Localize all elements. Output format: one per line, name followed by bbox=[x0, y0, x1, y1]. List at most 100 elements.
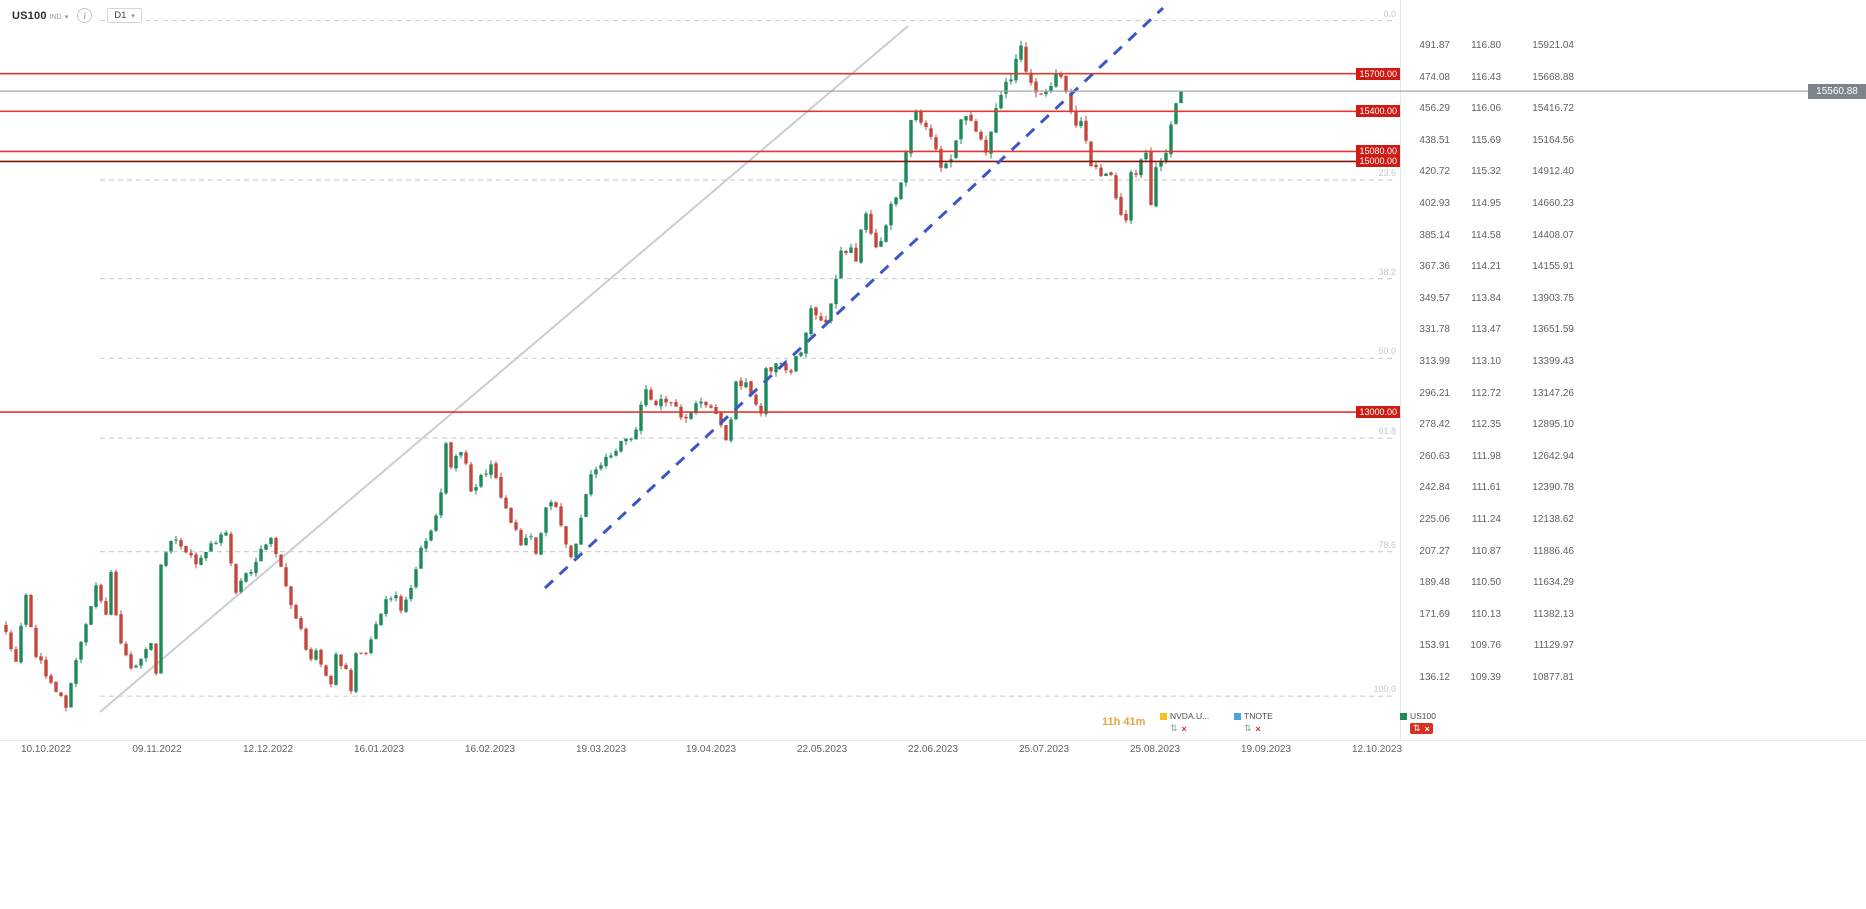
legend-item-header: NVDA.U... bbox=[1160, 711, 1209, 721]
fib-level-label: 23.6 bbox=[1378, 168, 1396, 178]
info-icon[interactable]: i bbox=[77, 8, 93, 23]
axis-value-us100: 11129.97 bbox=[1533, 640, 1574, 651]
price-axis-row: 331.78 113.47 13651.59 bbox=[1406, 324, 1574, 335]
axis-value-tnote: 110.50 bbox=[1471, 577, 1501, 588]
axis-value-us100: 12390.78 bbox=[1532, 482, 1574, 493]
axis-value-us100: 14660.23 bbox=[1532, 198, 1574, 209]
price-axis-row: 136.12 109.39 10877.81 bbox=[1406, 672, 1574, 683]
time-axis-label: 19.09.2023 bbox=[1240, 744, 1292, 755]
remove-instrument-icon[interactable]: × bbox=[1424, 723, 1430, 734]
price-axis-row: 367.36 114.21 14155.91 bbox=[1406, 261, 1574, 272]
price-level-tag[interactable]: 15700.00 bbox=[1356, 68, 1400, 80]
axis-value-tnote: 114.95 bbox=[1471, 198, 1501, 209]
price-level-tag[interactable]: 15080.00 bbox=[1356, 145, 1400, 157]
price-axis-row: 171.69 110.13 11382.13 bbox=[1406, 609, 1574, 620]
legend-item-header: US100 bbox=[1400, 711, 1436, 721]
axis-value-nvda-us: 438.51 bbox=[1419, 135, 1450, 146]
gray-trendline[interactable] bbox=[99, 25, 909, 713]
axis-value-nvda-us: 242.84 bbox=[1419, 482, 1450, 493]
axis-value-us100: 14408.07 bbox=[1532, 230, 1574, 241]
axis-value-nvda-us: 296.21 bbox=[1419, 388, 1450, 399]
axis-value-nvda-us: 420.72 bbox=[1419, 166, 1450, 177]
axis-value-us100: 12895.10 bbox=[1532, 419, 1574, 430]
legend-item-label: NVDA.U... bbox=[1170, 711, 1210, 721]
price-axis-row: 385.14 114.58 14408.07 bbox=[1406, 230, 1574, 241]
axis-value-us100: 15668.88 bbox=[1532, 72, 1574, 83]
axis-value-us100: 14912.40 bbox=[1532, 166, 1574, 177]
price-axis-row: 438.51 115.69 15164.56 bbox=[1406, 135, 1574, 146]
symbol-label: US100 bbox=[12, 9, 47, 22]
price-axis-row: 207.27 110.87 11886.46 bbox=[1406, 546, 1574, 557]
axis-value-nvda-us: 189.48 bbox=[1419, 577, 1450, 588]
us100-color-swatch bbox=[1400, 712, 1407, 720]
price-level-tag[interactable]: 13000.00 bbox=[1356, 406, 1400, 418]
time-axis-label: 12.10.2023 bbox=[1351, 744, 1403, 755]
time-axis-label: 25.08.2023 bbox=[1129, 744, 1181, 755]
time-axis-label: 19.03.2023 bbox=[575, 744, 627, 755]
price-axis-row: 153.91 109.76 11129.97 bbox=[1406, 640, 1574, 651]
legend-item-label: US100 bbox=[1410, 711, 1436, 721]
legend-item-tnote[interactable]: TNOTE ⇅ × bbox=[1234, 711, 1273, 734]
axis-value-us100: 14155.91 bbox=[1532, 261, 1574, 272]
axis-value-tnote: 109.39 bbox=[1470, 672, 1501, 683]
axis-value-nvda-us: 491.87 bbox=[1419, 40, 1450, 51]
instrument-type-label: IND bbox=[49, 13, 62, 21]
legend-item-us100[interactable]: US100 ⇅ × bbox=[1400, 711, 1436, 734]
chart-canvas[interactable] bbox=[0, 0, 1866, 742]
axis-value-nvda-us: 474.08 bbox=[1419, 72, 1450, 83]
scale-toggle-icon[interactable]: ⇅ bbox=[1244, 723, 1252, 733]
scale-toggle-icon[interactable]: ⇅ bbox=[1413, 723, 1421, 733]
axis-value-tnote: 110.87 bbox=[1471, 546, 1501, 557]
axis-value-us100: 12138.62 bbox=[1532, 514, 1574, 525]
axis-value-tnote: 113.47 bbox=[1471, 324, 1501, 335]
axis-value-us100: 15416.72 bbox=[1532, 103, 1574, 114]
axis-value-us100: 11886.46 bbox=[1533, 546, 1574, 557]
time-axis-label: 09.11.2022 bbox=[132, 744, 182, 755]
blue-dashed-trendline[interactable] bbox=[543, 6, 1165, 590]
axis-value-nvda-us: 171.69 bbox=[1419, 609, 1450, 620]
remove-instrument-icon[interactable]: × bbox=[1181, 723, 1187, 734]
price-level-tag[interactable]: 15400.00 bbox=[1356, 105, 1400, 117]
axis-value-tnote: 116.43 bbox=[1471, 72, 1501, 83]
scale-toggle-icon[interactable]: ⇅ bbox=[1170, 723, 1178, 733]
axis-value-nvda-us: 153.91 bbox=[1419, 640, 1450, 651]
current-price-tag: 15560.88 bbox=[1808, 84, 1866, 99]
fib-level-label: 0.0 bbox=[1383, 9, 1396, 19]
fib-level-label: 78.6 bbox=[1378, 540, 1396, 550]
remove-instrument-icon[interactable]: × bbox=[1255, 723, 1261, 734]
price-axis-row: 456.29 116.06 15416.72 bbox=[1406, 103, 1574, 114]
nvda-color-swatch bbox=[1160, 712, 1167, 720]
axis-value-nvda-us: 385.14 bbox=[1419, 230, 1450, 241]
axis-value-tnote: 115.32 bbox=[1471, 166, 1501, 177]
price-axis-row: 189.48 110.50 11634.29 bbox=[1406, 577, 1574, 588]
legend-item-header: TNOTE bbox=[1234, 711, 1273, 721]
axis-value-tnote: 110.13 bbox=[1471, 609, 1501, 620]
axis-value-tnote: 113.10 bbox=[1471, 356, 1501, 367]
axis-value-nvda-us: 225.06 bbox=[1419, 514, 1450, 525]
axis-value-us100: 11634.29 bbox=[1533, 577, 1574, 588]
axis-value-nvda-us: 402.93 bbox=[1419, 198, 1450, 209]
timeframe-selector[interactable]: D1 ▾ bbox=[107, 8, 142, 23]
price-level-tag[interactable]: 15000.00 bbox=[1356, 155, 1400, 167]
time-axis-label: 16.01.2023 bbox=[353, 744, 405, 755]
axis-value-tnote: 116.80 bbox=[1471, 40, 1501, 51]
symbol-selector[interactable]: US100 IND ▾ bbox=[12, 10, 68, 22]
axis-value-tnote: 109.76 bbox=[1470, 640, 1501, 651]
price-axis-row: 225.06 111.24 12138.62 bbox=[1406, 514, 1574, 525]
axis-value-tnote: 111.61 bbox=[1471, 482, 1501, 493]
chart-toolbar: US100 IND ▾ i D1 ▾ bbox=[12, 8, 142, 23]
time-axis-label: 10.10.2022 bbox=[20, 744, 72, 755]
price-axis-row: 296.21 112.72 13147.26 bbox=[1406, 388, 1574, 399]
axis-value-tnote: 111.98 bbox=[1471, 451, 1501, 462]
axis-value-nvda-us: 260.63 bbox=[1419, 451, 1450, 462]
axis-value-us100: 13903.75 bbox=[1532, 293, 1574, 304]
axis-value-us100: 12642.94 bbox=[1532, 451, 1574, 462]
axis-value-nvda-us: 331.78 bbox=[1419, 324, 1450, 335]
candlestick-series bbox=[4, 40, 1183, 712]
axis-value-tnote: 114.21 bbox=[1471, 261, 1501, 272]
legend-item-nvda[interactable]: NVDA.U... ⇅ × bbox=[1160, 711, 1209, 734]
axis-value-tnote: 115.69 bbox=[1471, 135, 1501, 146]
axis-value-nvda-us: 313.99 bbox=[1419, 356, 1450, 367]
price-axis-row: 349.57 113.84 13903.75 bbox=[1406, 293, 1574, 304]
